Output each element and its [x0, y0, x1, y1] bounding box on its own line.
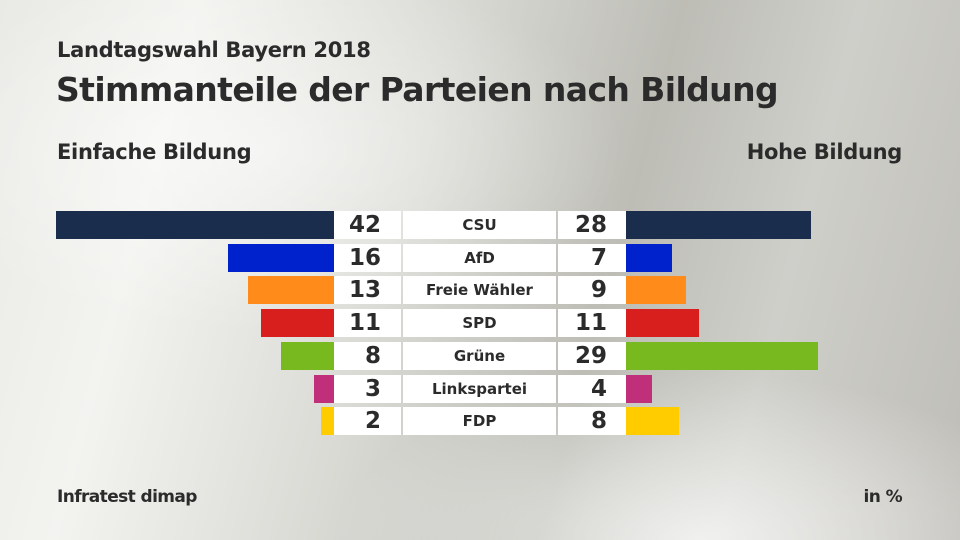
- bar-left-spd: [261, 309, 334, 337]
- category-label-spd: SPD: [462, 314, 497, 332]
- bar-left-csu: [55, 211, 334, 239]
- value-left-csu: 42: [348, 212, 381, 238]
- value-box-left: [334, 244, 401, 272]
- value-box-right: [558, 309, 626, 337]
- category-label-linkspartei: Linkspartei: [431, 380, 528, 398]
- value-left-spd: 11: [348, 310, 381, 336]
- category-label-csu: CSU: [462, 216, 497, 234]
- bar-left-fdp: [320, 407, 334, 435]
- category-label-afd: AfD: [464, 249, 495, 267]
- bar-right-fdp: [626, 407, 679, 435]
- category-box: [403, 375, 556, 403]
- value-box-right: [558, 276, 626, 304]
- value-box-left: [334, 309, 401, 337]
- bar-right-freie-w-hler: [626, 276, 686, 304]
- category-box: [403, 244, 556, 272]
- value-box-left: [334, 276, 401, 304]
- value-box-right: [558, 244, 626, 272]
- right-series-heading: Hohe Bildung: [746, 140, 903, 164]
- value-right-spd: 11: [574, 310, 607, 336]
- bar-left-linkspartei: [314, 375, 334, 403]
- category-box: [403, 342, 556, 370]
- value-box-left: [334, 375, 401, 403]
- value-box-left: [334, 211, 401, 239]
- value-left-fdp: 2: [364, 408, 381, 434]
- value-box-right: [558, 375, 626, 403]
- value-left-afd: 16: [348, 245, 381, 271]
- category-label-fdp: FDP: [462, 412, 497, 430]
- bar-left-gr-ne: [281, 342, 334, 370]
- category-box: [403, 309, 556, 337]
- bar-right-linkspartei: [626, 375, 653, 403]
- bar-left-afd: [228, 244, 334, 272]
- bar-right-gr-ne: [626, 342, 818, 370]
- category-box: [403, 276, 556, 304]
- value-left-freie-w-hler: 13: [348, 277, 381, 303]
- value-right-csu: 28: [574, 212, 607, 238]
- value-box-right: [558, 407, 626, 435]
- value-right-linkspartei: 4: [590, 376, 607, 402]
- value-right-freie-w-hler: 9: [590, 277, 607, 303]
- bar-right-afd: [626, 244, 673, 272]
- value-left-gr-ne: 8: [364, 343, 381, 369]
- value-left-linkspartei: 3: [364, 376, 381, 402]
- value-box-right: [558, 342, 626, 370]
- category-box: [403, 407, 556, 435]
- source-label: Infratest dimap: [57, 487, 197, 507]
- value-box-right: [558, 211, 626, 239]
- value-box-left: [334, 342, 401, 370]
- value-box-left: [334, 407, 401, 435]
- bar-right-csu: [626, 211, 812, 239]
- value-right-afd: 7: [590, 245, 607, 271]
- bar-left-freie-w-hler: [247, 276, 334, 304]
- category-label-freie-w-hler: Freie Wähler: [426, 281, 533, 299]
- value-right-gr-ne: 29: [574, 343, 607, 369]
- chart-subtitle: Landtagswahl Bayern 2018: [57, 38, 371, 62]
- chart-title: Stimmanteile der Parteien nach Bildung: [56, 70, 779, 109]
- bar-right-spd: [626, 309, 699, 337]
- left-series-heading: Einfache Bildung: [57, 140, 252, 164]
- unit-label: in %: [863, 487, 903, 507]
- category-box: [403, 211, 556, 239]
- value-right-fdp: 8: [590, 408, 607, 434]
- category-label-gr-ne: Grüne: [453, 347, 506, 365]
